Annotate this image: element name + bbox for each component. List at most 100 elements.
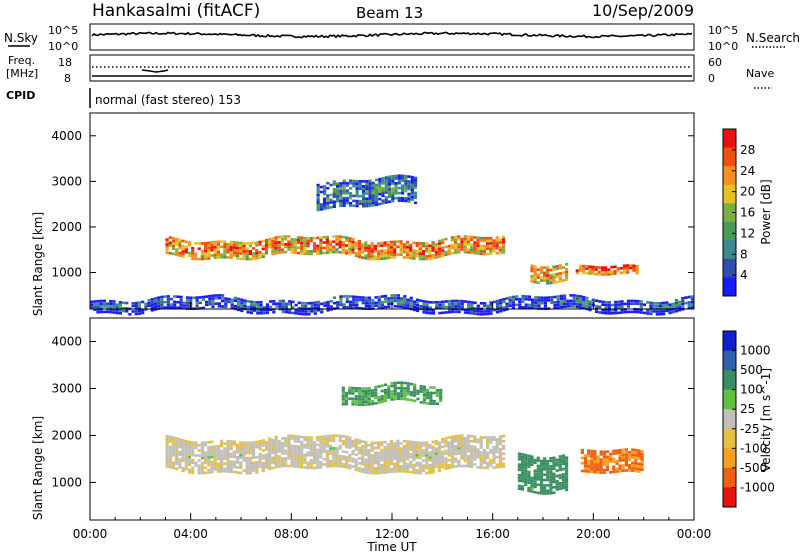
heatmap-cell	[374, 304, 378, 307]
heatmap-cell	[527, 473, 531, 476]
heatmap-cell	[393, 465, 397, 468]
heatmap-cell	[399, 248, 403, 251]
heatmap-cell	[150, 300, 154, 304]
heatmap-cell	[210, 468, 214, 471]
heatmap-cell	[211, 305, 215, 308]
heatmap-cell	[332, 439, 336, 442]
heatmap-cell	[341, 450, 345, 453]
heatmap-cell	[362, 204, 366, 208]
heatmap-cell	[489, 304, 493, 307]
heatmap-cell	[329, 444, 333, 448]
heatmap-cell	[597, 270, 601, 274]
heatmap-cell	[460, 444, 464, 448]
heatmap-cell	[593, 455, 597, 458]
heatmap-cell	[322, 463, 326, 466]
heatmap-cell	[409, 465, 413, 469]
heatmap-cell	[226, 460, 230, 463]
heatmap-cell	[492, 451, 496, 454]
heatmap-cell	[397, 174, 401, 177]
heatmap-cell	[549, 459, 553, 463]
heatmap-cell	[593, 460, 597, 463]
heatmap-cell	[211, 294, 215, 297]
heatmap-cell	[543, 274, 547, 277]
heatmap-cell	[354, 463, 358, 467]
heatmap-cell	[428, 451, 432, 454]
heatmap-cell	[387, 183, 392, 186]
heatmap-cell	[325, 251, 329, 254]
heatmap-cell	[393, 467, 397, 471]
heatmap-cell	[409, 256, 413, 260]
heatmap-cell	[575, 294, 579, 298]
heatmap-cell	[418, 454, 422, 457]
heatmap-cell	[435, 394, 439, 397]
heatmap-cell	[220, 449, 224, 453]
heatmap-cell	[582, 271, 586, 275]
heatmap-cell	[537, 299, 541, 302]
colorbar-swatch	[723, 487, 736, 508]
heatmap-cell	[342, 201, 346, 205]
heatmap-cell	[341, 241, 345, 244]
heatmap-cell	[296, 465, 301, 469]
heatmap-cell	[618, 459, 622, 462]
heatmap-cell	[210, 254, 214, 257]
heatmap-cell	[454, 246, 458, 249]
heatmap-cell	[441, 246, 445, 250]
heatmap-cell	[268, 465, 272, 468]
heatmap-cell	[175, 240, 179, 244]
heatmap-cell	[531, 304, 535, 307]
heatmap-cell	[602, 458, 606, 461]
x-axis-ticks: 00:00 04:00 08:00 12:00 16:00 20:00 00:00	[73, 302, 711, 541]
power-panel	[89, 112, 695, 316]
heatmap-cell	[371, 189, 375, 192]
heatmap-cell	[547, 296, 551, 299]
heatmap-cell	[345, 189, 349, 192]
heatmap-cell	[409, 390, 414, 394]
heatmap-cell	[229, 462, 233, 466]
heatmap-cell	[312, 461, 317, 465]
heatmap-cell	[370, 394, 375, 398]
heatmap-cell	[426, 388, 430, 392]
heatmap-cell	[377, 444, 381, 447]
heatmap-cell	[447, 244, 451, 248]
heatmap-cell	[405, 450, 410, 453]
heatmap-cell	[556, 306, 560, 309]
heatmap-cell	[336, 187, 340, 191]
heatmap-cell	[412, 254, 416, 258]
heatmap-cell	[521, 297, 525, 301]
heatmap-cell	[457, 462, 461, 465]
heatmap-cell	[191, 441, 195, 444]
heatmap-cell	[325, 437, 329, 440]
heatmap-cell	[403, 295, 407, 298]
heatmap-cell	[637, 452, 641, 455]
heatmap-cell	[377, 464, 381, 467]
heatmap-cell	[342, 189, 346, 192]
heatmap-cell	[181, 459, 185, 462]
heatmap-cell	[300, 241, 304, 245]
colorbar-tick-label: 100	[740, 383, 763, 397]
heatmap-cell	[492, 244, 496, 248]
heatmap-cell	[316, 206, 320, 209]
heatmap-cell	[332, 248, 336, 251]
heatmap-cell	[400, 392, 404, 395]
heatmap-cell	[134, 301, 138, 305]
heatmap-cell	[681, 299, 685, 303]
heatmap-cell	[112, 308, 116, 311]
heatmap-cell	[425, 311, 429, 315]
heatmap-cell	[441, 460, 445, 464]
heatmap-cell	[412, 456, 416, 459]
heatmap-cell	[355, 194, 359, 198]
heatmap-cell	[200, 454, 204, 457]
heatmap-cell	[415, 443, 419, 447]
heatmap-cell	[144, 305, 148, 308]
heatmap-cell	[536, 472, 540, 476]
heatmap-cell	[396, 294, 400, 297]
heatmap-cell	[508, 296, 512, 299]
heatmap-cell	[352, 295, 356, 298]
heatmap-cell	[176, 295, 180, 298]
heatmap-cell	[352, 184, 356, 188]
heatmap-cell	[280, 444, 285, 448]
heatmap-cell	[425, 255, 429, 258]
heatmap-cell	[419, 304, 423, 308]
heatmap-cell	[521, 469, 525, 472]
heatmap-cell	[357, 467, 361, 470]
